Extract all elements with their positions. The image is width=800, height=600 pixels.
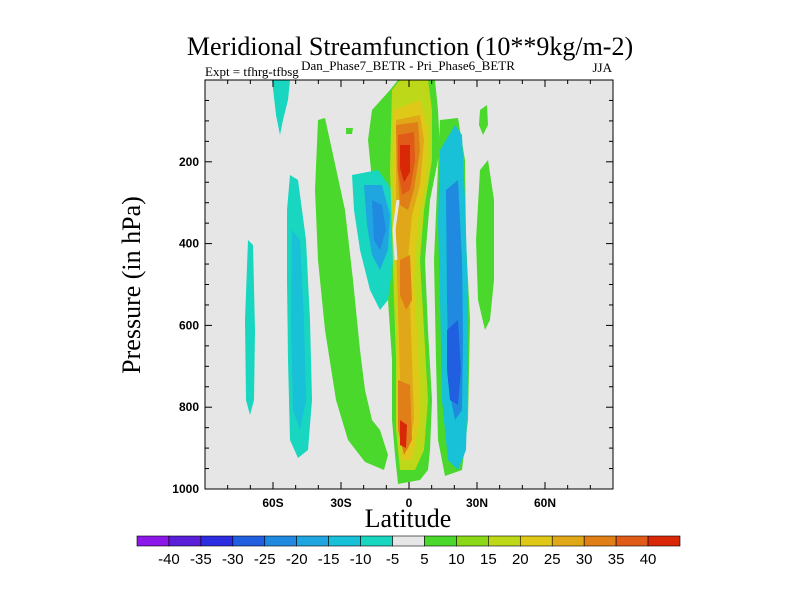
contour-core-equatorial-6 xyxy=(400,145,410,182)
contour-band-nh-high xyxy=(479,105,488,135)
contour-band-nh-negative-3 xyxy=(447,320,461,405)
colorbar-swatch xyxy=(200,535,234,547)
colorbar-label: 20 xyxy=(512,551,529,568)
colorbar-label: -30 xyxy=(222,551,244,568)
y-tick-label: 200 xyxy=(179,155,199,169)
colorbar-swatch xyxy=(328,535,361,547)
colorbar-label: 30 xyxy=(576,551,593,568)
colorbar-swatch xyxy=(392,535,425,547)
colorbar-swatch xyxy=(296,535,329,547)
center-string: Dan_Phase7_BETR - Pri_Phase6_BETR xyxy=(301,58,515,73)
x-tick-label: 30N xyxy=(466,496,488,510)
contour-band-sh-negative-2 xyxy=(291,230,306,430)
colorbar-label: 35 xyxy=(608,551,625,568)
colorbar-label: 15 xyxy=(480,551,497,568)
x-axis-label: Latitude xyxy=(365,504,452,533)
x-axis: 60S 30S 0 30N 60N xyxy=(227,80,591,510)
contour-band-sub-south-3 xyxy=(372,200,386,250)
colorbar-swatch xyxy=(615,535,649,547)
right-string: JJA xyxy=(592,60,612,75)
contour-band-sh-negative-3 xyxy=(245,240,255,415)
x-tick-label: 0 xyxy=(406,496,413,510)
colorbar-label: -20 xyxy=(286,551,308,568)
colorbar-label: 5 xyxy=(420,551,428,568)
colorbar-label: 40 xyxy=(640,551,657,568)
colorbar-swatch xyxy=(232,535,266,547)
colorbar-label: 25 xyxy=(544,551,561,568)
colorbar-label: -15 xyxy=(318,551,340,568)
colorbar-swatch xyxy=(519,535,553,547)
colorbar-swatch xyxy=(136,535,170,547)
colorbar-label: -40 xyxy=(158,551,180,568)
x-tick-label: 30S xyxy=(330,496,351,510)
y-tick-label: 1000 xyxy=(172,482,199,496)
colorbar-label: 10 xyxy=(448,551,465,568)
contour-core-lower-1 xyxy=(400,255,412,310)
contour-fields xyxy=(245,80,494,484)
y-tick-label: 800 xyxy=(179,400,199,414)
contour-band-sh-positive xyxy=(315,118,388,470)
x-tick-label: 60S xyxy=(262,496,283,510)
colorbar-swatch xyxy=(583,535,617,547)
colorbar-label: -10 xyxy=(350,551,372,568)
x-tick-label: 60N xyxy=(534,496,556,510)
y-tick-label: 600 xyxy=(179,318,199,332)
colorbar-label: -25 xyxy=(254,551,276,568)
contour-band-hi-south xyxy=(272,80,290,135)
colorbar-swatch xyxy=(168,535,202,547)
y-axis: 200 400 600 800 1000 xyxy=(172,99,613,496)
colorbar-swatch xyxy=(551,535,585,547)
contour-core-lower-3 xyxy=(400,420,407,448)
contour-band-nh-positive xyxy=(476,160,494,330)
colorbar-swatch xyxy=(488,535,521,547)
contour-zero-gap xyxy=(392,199,400,261)
colorbar-swatch xyxy=(360,535,393,547)
colorbar: -40 -35 -30 -25 -20 -15 -10 -5 5 10 15 20 25 30 35 40 xyxy=(136,535,681,568)
colorbar-label: -35 xyxy=(190,551,212,568)
contour-spot-small xyxy=(346,128,353,134)
chart-title: Meridional Streamfunction (10**9kg/m-2) xyxy=(187,32,633,61)
y-axis-label: Pressure (in hPa) xyxy=(117,196,146,374)
left-string: Expt = tfhrg-tfbsg xyxy=(205,64,299,79)
colorbar-swatch xyxy=(264,535,298,547)
colorbar-swatch xyxy=(424,535,457,547)
colorbar-swatch xyxy=(647,535,681,547)
colorbar-swatch xyxy=(456,535,489,547)
y-tick-label: 400 xyxy=(179,237,199,251)
colorbar-label: -5 xyxy=(386,551,399,568)
